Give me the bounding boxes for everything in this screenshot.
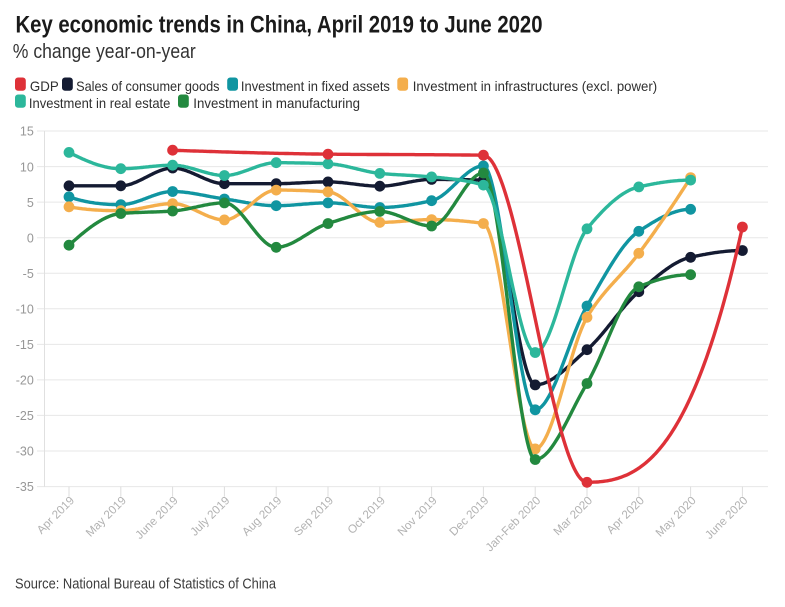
svg-text:% change year-on-year: % change year-on-year [13,40,196,63]
svg-text:Investment in manufacturing: Investment in manufacturing [193,95,360,111]
svg-text:0: 0 [27,231,34,245]
svg-text:-25: -25 [16,409,34,423]
svg-text:Sales of consumer goods: Sales of consumer goods [76,78,219,94]
svg-text:Investment in infrastructures: Investment in infrastructures (excl. pow… [413,78,657,94]
svg-text:-5: -5 [23,267,34,281]
svg-text:Investment in real estate: Investment in real estate [29,95,171,111]
svg-text:10: 10 [20,160,34,174]
svg-text:GDP: GDP [30,78,59,94]
svg-text:-10: -10 [16,303,34,317]
svg-text:Investment in fixed assets: Investment in fixed assets [241,78,390,94]
svg-text:-15: -15 [16,338,34,352]
svg-text:15: 15 [20,125,34,139]
svg-text:Source: National Bureau of Sta: Source: National Bureau of Statistics of… [15,575,276,592]
svg-text:-30: -30 [16,445,34,459]
svg-text:Key economic trends in China,: Key economic trends in China, April 2019… [16,12,543,39]
svg-text:5: 5 [27,196,34,210]
svg-text:-35: -35 [16,480,34,494]
svg-text:-20: -20 [16,374,34,388]
